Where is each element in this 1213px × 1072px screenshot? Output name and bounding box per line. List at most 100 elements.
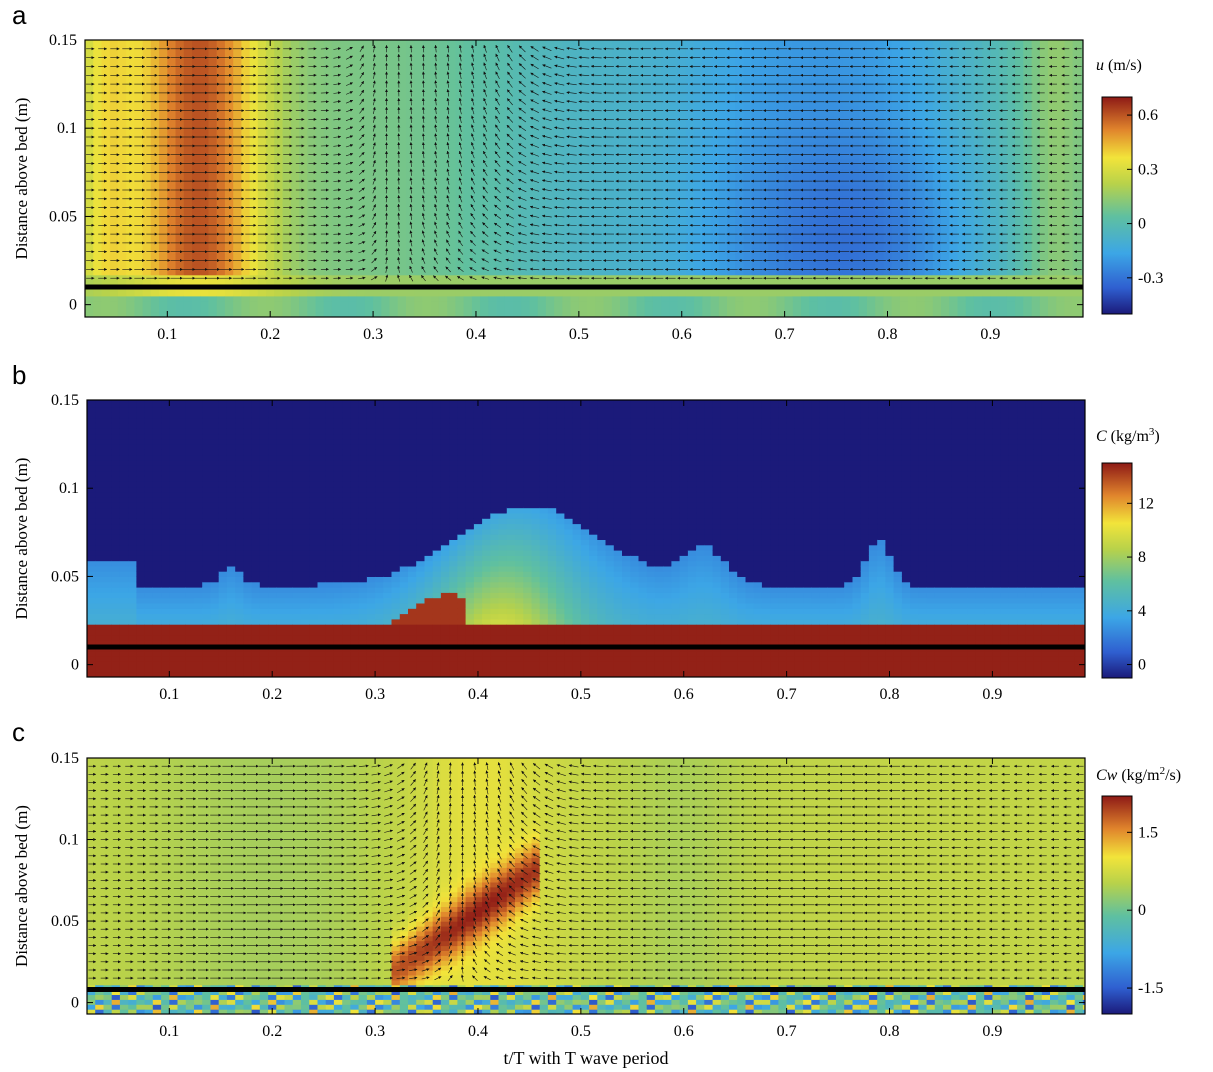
heatmap-cell <box>439 142 448 148</box>
heatmap-cell <box>390 164 399 170</box>
heatmap-cell <box>809 68 818 74</box>
heatmap-cell <box>620 74 629 80</box>
heatmap-cell <box>93 269 102 275</box>
heatmap-cell <box>702 95 711 101</box>
heatmap-cell <box>488 121 497 127</box>
heatmap-cell <box>785 111 794 117</box>
heatmap-cell <box>225 269 234 275</box>
heatmap-cell <box>702 42 711 48</box>
heatmap-cell <box>307 190 316 196</box>
heatmap-cell <box>826 47 835 53</box>
heatmap-cell <box>694 121 703 127</box>
heatmap-cell <box>801 291 810 297</box>
heatmap-cell <box>365 121 374 127</box>
heatmap-cell <box>414 52 423 58</box>
heatmap-cell <box>143 74 152 80</box>
heatmap-cell <box>653 291 662 297</box>
heatmap-cell <box>365 301 374 307</box>
heatmap-cell <box>669 169 678 175</box>
heatmap-cell <box>159 174 168 180</box>
heatmap-cell <box>143 248 152 254</box>
heatmap-cell <box>579 259 588 265</box>
heatmap-cell <box>735 148 744 154</box>
heatmap-cell <box>283 275 292 281</box>
heatmap-cell <box>645 116 654 122</box>
heatmap-cell <box>727 222 736 228</box>
heatmap-cell <box>348 174 357 180</box>
heatmap-cell <box>225 142 234 148</box>
heatmap-cell <box>612 116 621 122</box>
heatmap-cell <box>653 296 662 302</box>
heatmap-cell <box>530 195 539 201</box>
heatmap-cell <box>612 259 621 265</box>
heatmap-cell <box>93 63 102 69</box>
heatmap-cell <box>645 291 654 297</box>
heatmap-cell <box>645 195 654 201</box>
heatmap-cell <box>250 58 259 64</box>
heatmap-cell <box>678 95 687 101</box>
heatmap-cell <box>735 174 744 180</box>
heatmap-cell <box>612 121 621 127</box>
heatmap-cell <box>398 42 407 48</box>
heatmap-cell <box>110 216 119 222</box>
heatmap-cell <box>546 227 555 233</box>
heatmap-cell <box>809 296 818 302</box>
heatmap-cell <box>184 195 193 201</box>
heatmap-cell <box>102 206 111 212</box>
heatmap-cell <box>225 201 234 207</box>
heatmap-cell <box>134 63 143 69</box>
heatmap-cell <box>620 248 629 254</box>
heatmap-cell <box>258 148 267 154</box>
heatmap-cell <box>826 164 835 170</box>
heatmap-cell <box>694 259 703 265</box>
heatmap-cell <box>628 254 637 260</box>
heatmap-cell <box>793 74 802 80</box>
heatmap-cell <box>620 227 629 233</box>
heatmap-cell <box>521 111 530 117</box>
heatmap-cell <box>851 63 860 69</box>
heatmap-cell <box>102 58 111 64</box>
heatmap-cell <box>587 201 596 207</box>
heatmap-cell <box>678 137 687 143</box>
heatmap-cell <box>497 296 506 302</box>
heatmap-cell <box>826 42 835 48</box>
heatmap-cell <box>209 216 218 222</box>
heatmap-cell <box>200 243 209 249</box>
heatmap-cell <box>678 116 687 122</box>
heatmap-cell <box>118 275 127 281</box>
heatmap-cell <box>793 259 802 265</box>
heatmap-cell <box>110 195 119 201</box>
heatmap-cell <box>143 42 152 48</box>
heatmap-cell <box>711 291 720 297</box>
heatmap-cell <box>669 137 678 143</box>
heatmap-cell <box>554 254 563 260</box>
heatmap-cell <box>455 190 464 196</box>
heatmap-cell <box>390 89 399 95</box>
heatmap-cell <box>134 227 143 233</box>
heatmap-cell <box>291 100 300 106</box>
heatmap-cell <box>595 232 604 238</box>
heatmap-cell <box>809 232 818 238</box>
heatmap-cell <box>661 116 670 122</box>
heatmap-cell <box>834 116 843 122</box>
heatmap-cell <box>744 301 753 307</box>
heatmap-cell <box>579 142 588 148</box>
heatmap-cell <box>381 58 390 64</box>
heatmap-cell <box>752 306 761 312</box>
heatmap-cell <box>851 179 860 185</box>
heatmap-cell <box>118 95 127 101</box>
heatmap-cell <box>702 58 711 64</box>
heatmap-cell <box>209 254 218 260</box>
heatmap-cell <box>530 296 539 302</box>
heatmap-cell <box>546 148 555 154</box>
heatmap-cell <box>192 111 201 117</box>
heatmap-cell <box>348 121 357 127</box>
heatmap-cell <box>579 84 588 90</box>
heatmap-cell <box>620 306 629 312</box>
heatmap-cell <box>571 95 580 101</box>
heatmap-cell <box>192 206 201 212</box>
heatmap-cell <box>727 296 736 302</box>
heatmap-cell <box>809 174 818 180</box>
heatmap-cell <box>390 42 399 48</box>
heatmap-cell <box>324 301 333 307</box>
